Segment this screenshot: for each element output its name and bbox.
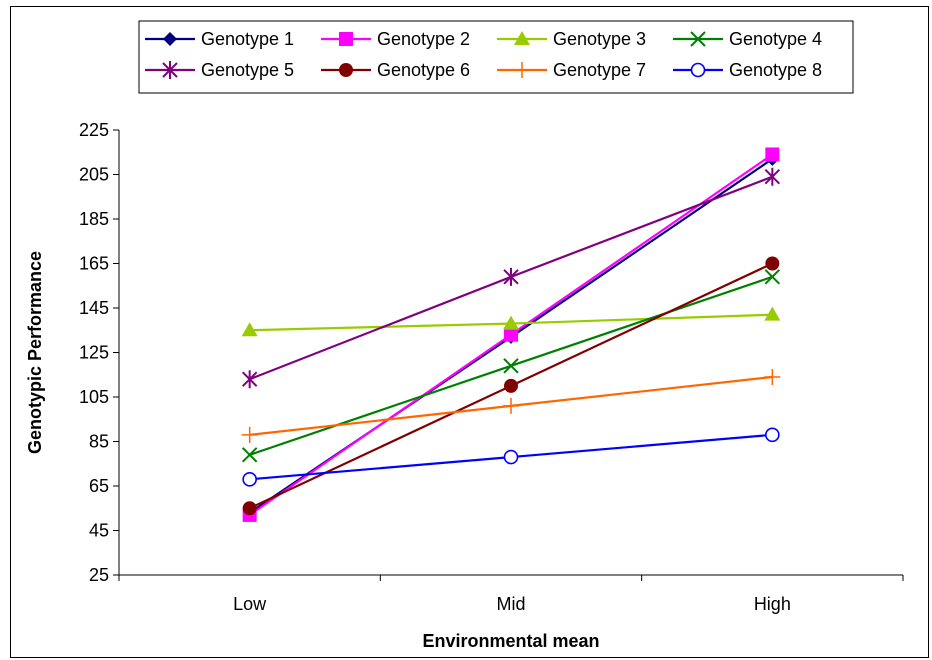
data-point-marker bbox=[163, 32, 177, 46]
legend-box bbox=[138, 20, 854, 94]
line-chart: Genotype 1 Genotype 2 Genotype 3 Genotype 4… bbox=[25, 20, 904, 651]
y-tick-label: 125 bbox=[79, 343, 109, 363]
data-point-marker bbox=[504, 327, 518, 342]
data-point-marker bbox=[339, 63, 353, 77]
y-tick-label: 25 bbox=[89, 565, 109, 585]
legend-label: Genotype 8 bbox=[729, 60, 822, 80]
data-point-marker bbox=[241, 447, 258, 463]
legend-label: Genotype 6 bbox=[377, 60, 470, 80]
data-point-marker bbox=[162, 61, 178, 79]
legend-item: Genotype 4 bbox=[673, 29, 822, 49]
data-point-marker bbox=[764, 306, 781, 321]
data-point-marker bbox=[764, 368, 781, 385]
data-point-marker bbox=[764, 167, 781, 186]
y-tick-label: 185 bbox=[79, 209, 109, 229]
data-point-marker bbox=[690, 62, 706, 78]
legend-label: Genotype 5 bbox=[201, 60, 294, 80]
data-point-marker bbox=[503, 449, 519, 465]
legend-label: Genotype 2 bbox=[377, 29, 470, 49]
y-tick-label: 205 bbox=[79, 165, 109, 185]
data-point-marker bbox=[241, 426, 258, 443]
legend-item: Genotype 5 bbox=[145, 60, 294, 80]
y-tick-label: 85 bbox=[89, 432, 109, 452]
data-point-marker bbox=[514, 31, 530, 45]
legend-label: Genotype 7 bbox=[553, 60, 646, 80]
data-point-marker bbox=[241, 322, 258, 337]
data-point-marker bbox=[690, 31, 706, 47]
y-tick-label: 225 bbox=[79, 120, 109, 140]
data-point-marker bbox=[503, 397, 519, 414]
y-tick-label: 45 bbox=[89, 521, 109, 541]
data-point-marker bbox=[503, 315, 519, 330]
data-point-marker bbox=[764, 269, 781, 285]
y-tick-label: 145 bbox=[79, 298, 109, 318]
legend-item: Genotype 3 bbox=[497, 29, 646, 49]
legend-item: Genotype 7 bbox=[497, 60, 646, 80]
legend-label: Genotype 4 bbox=[729, 29, 822, 49]
y-tick-label: 165 bbox=[79, 254, 109, 274]
series-7 bbox=[241, 368, 781, 443]
series-5 bbox=[241, 167, 781, 389]
series-2 bbox=[242, 147, 780, 522]
y-tick-label: 105 bbox=[79, 387, 109, 407]
x-tick-label: Low bbox=[233, 594, 267, 614]
x-axis-title: Environmental mean bbox=[422, 631, 599, 651]
legend-item: Genotype 8 bbox=[673, 60, 822, 80]
series-8 bbox=[242, 427, 780, 487]
legend: Genotype 1 Genotype 2 Genotype 3 Genotype 4… bbox=[138, 20, 854, 94]
x-tick-label: High bbox=[754, 594, 791, 614]
data-point-marker bbox=[765, 147, 780, 162]
series-3 bbox=[241, 306, 781, 337]
data-point-marker bbox=[242, 472, 257, 487]
x-tick-label: Mid bbox=[496, 594, 525, 614]
data-point-marker bbox=[504, 378, 518, 393]
series-layer bbox=[241, 147, 781, 522]
y-tick-label: 65 bbox=[89, 476, 109, 496]
data-point-marker bbox=[765, 256, 780, 271]
data-point-marker bbox=[765, 427, 780, 443]
y-axis-title: Genotypic Performance bbox=[25, 251, 45, 454]
data-point-marker bbox=[242, 501, 257, 516]
plot-area: 25 45 65 85 105 125 145 165 185 205 225 Low Mid High bbox=[79, 120, 904, 614]
chart-frame: Genotype 1 Genotype 2 Genotype 3 Genotype 4… bbox=[10, 6, 929, 658]
legend-item: Genotype 2 bbox=[321, 29, 470, 49]
data-point-marker bbox=[503, 358, 519, 374]
series-6 bbox=[242, 256, 780, 516]
data-point-marker bbox=[241, 370, 258, 389]
data-point-marker bbox=[514, 62, 530, 78]
legend-label: Genotype 3 bbox=[553, 29, 646, 49]
legend-item: Genotype 1 bbox=[145, 29, 294, 49]
legend-label: Genotype 1 bbox=[201, 29, 294, 49]
data-point-marker bbox=[503, 267, 519, 286]
legend-item: Genotype 6 bbox=[321, 60, 470, 80]
data-point-marker bbox=[339, 32, 353, 46]
